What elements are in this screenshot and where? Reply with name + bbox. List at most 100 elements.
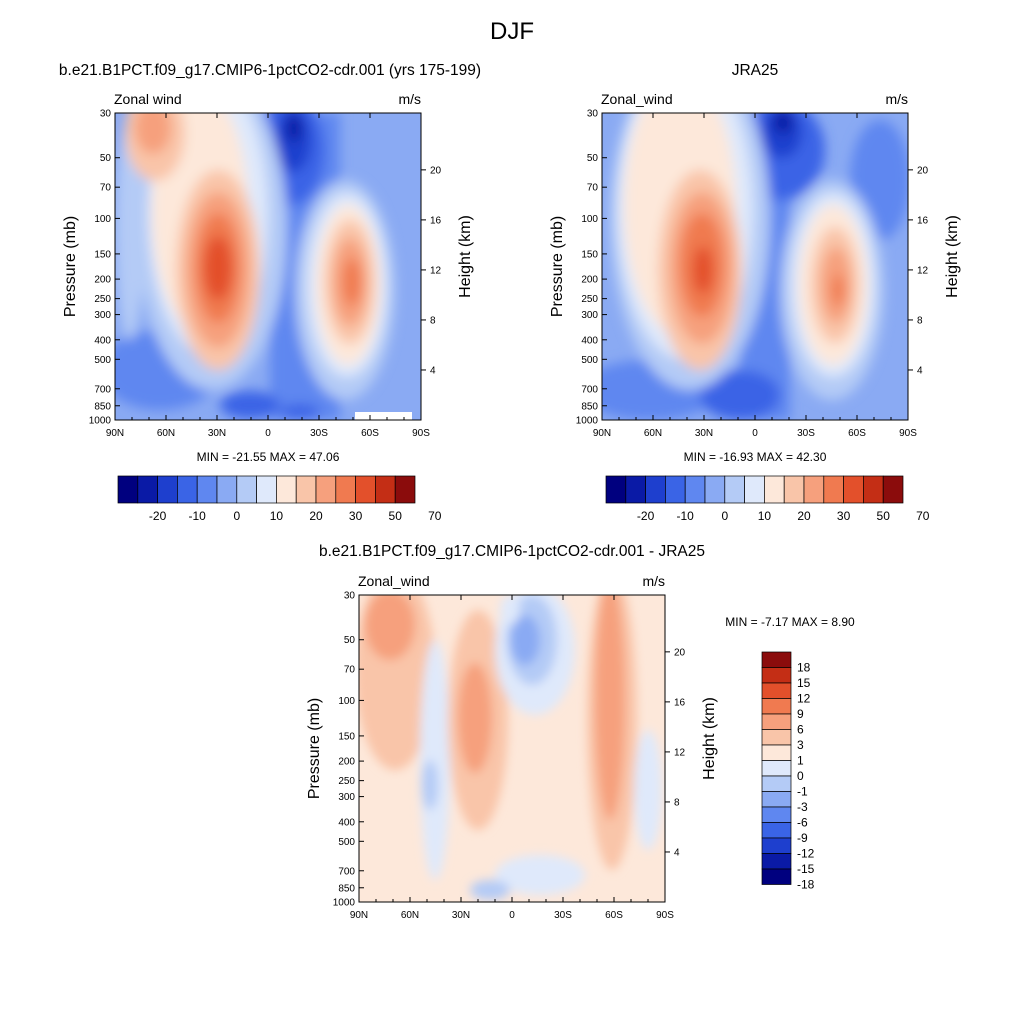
left-string: Zonal_wind — [358, 573, 430, 589]
colorbar-label: -10 — [189, 509, 207, 523]
colorbar-label: -20 — [637, 509, 655, 523]
colorbar-box — [882, 475, 904, 504]
stats-text: MIN = -21.55 MAX = 47.06 — [197, 450, 340, 464]
right-tick-label: 16 — [674, 697, 686, 708]
x-tick-label: 30S — [310, 428, 328, 439]
colorbar-label: 70 — [428, 509, 442, 523]
x-tick-label: 90N — [350, 910, 368, 921]
colorbar-label: -15 — [797, 862, 815, 876]
x-tick-label: 0 — [509, 910, 515, 921]
panel2-axes: 90N 60N 30N 0 30S 60S 90S 30 50 70 100 150 200 250 300… — [549, 91, 961, 464]
colorbar-label: -18 — [797, 878, 815, 892]
x-tick-label: 60S — [848, 428, 866, 439]
right-tick-label: 8 — [430, 315, 436, 326]
y-axis-title: Pressure (mb) — [62, 216, 79, 317]
y-tick-label: 500 — [94, 355, 111, 366]
left-string: Zonal_wind — [601, 91, 673, 107]
colorbar-box — [843, 475, 864, 504]
colorbar-label: 0 — [721, 509, 728, 523]
x-tick-label: 90S — [656, 910, 674, 921]
y-tick-label: 100 — [94, 214, 111, 225]
x-tick-label: 30S — [797, 428, 815, 439]
colorbar-box — [761, 744, 792, 761]
y-tick-label: 30 — [100, 109, 112, 120]
colorbar-box — [761, 791, 792, 808]
right-tick-label: 4 — [674, 847, 680, 858]
right-tick-label: 20 — [917, 165, 929, 176]
y-tick-label: 700 — [338, 866, 355, 877]
colorbar-horizontal-2: -20 -10 0 10 20 30 50 70 — [605, 475, 930, 523]
colorbar-box — [315, 475, 337, 504]
colorbar-box — [761, 853, 792, 870]
colorbar-box — [605, 475, 627, 504]
colorbar-label: -10 — [677, 509, 695, 523]
right-tick-label: 16 — [917, 215, 929, 226]
colorbar-label: 20 — [797, 509, 811, 523]
right-tick-label: 16 — [430, 215, 442, 226]
colorbar-label: -6 — [797, 816, 808, 830]
panel1-contour-field — [115, 113, 421, 420]
colorbar-box — [645, 475, 666, 504]
y-tick-label: 250 — [94, 294, 111, 305]
x-tick-label: 30N — [452, 910, 470, 921]
right-tick-label: 12 — [674, 747, 686, 758]
colorbar-box — [761, 760, 792, 777]
y-tick-label: 1000 — [576, 416, 599, 427]
x-tick-label: 30N — [695, 428, 713, 439]
right-tick-label: 12 — [917, 265, 929, 276]
y-tick-label: 300 — [581, 310, 598, 321]
colorbar-label: 10 — [758, 509, 772, 523]
y-tick-label: 250 — [338, 776, 355, 787]
right-axis-title: Height (km) — [944, 215, 961, 298]
colorbar-box — [744, 475, 765, 504]
x-tick-label: 30N — [208, 428, 226, 439]
colorbar-label: 1 — [797, 754, 804, 768]
colorbar-box — [764, 475, 785, 504]
colorbar-box — [625, 475, 646, 504]
left-string: Zonal wind — [114, 91, 182, 107]
colorbar-box — [216, 475, 238, 504]
panel3-contour-field — [359, 595, 665, 902]
right-tick-label: 4 — [917, 365, 923, 376]
colorbar-label: 15 — [797, 676, 811, 690]
colorbar-label: -9 — [797, 831, 808, 845]
colorbar-label: 3 — [797, 738, 804, 752]
y-tick-label: 1000 — [333, 898, 356, 909]
x-tick-label: 60N — [644, 428, 662, 439]
colorbar-label: 6 — [797, 723, 804, 737]
colorbar-box — [823, 475, 844, 504]
y-tick-label: 100 — [581, 214, 598, 225]
x-tick-label: 60S — [605, 910, 623, 921]
colorbar-box — [335, 475, 356, 504]
y-tick-label: 400 — [581, 335, 598, 346]
colorbars: -20 -10 0 10 20 30 50 70 -20 -10 0 10 20 30 50 70181512… — [117, 475, 930, 892]
x-tick-label: 90S — [899, 428, 917, 439]
colorbar-box — [761, 775, 792, 792]
y-tick-label: 100 — [338, 696, 355, 707]
colorbar-box — [761, 698, 792, 715]
colorbar-label: 12 — [797, 692, 811, 706]
y-axis-title: Pressure (mb) — [549, 216, 566, 317]
colorbar-box — [761, 651, 792, 668]
y-tick-label: 400 — [94, 335, 111, 346]
y-tick-label: 700 — [581, 384, 598, 395]
colorbar-box — [761, 713, 792, 730]
y-tick-label: 700 — [94, 384, 111, 395]
y-tick-label: 50 — [344, 635, 356, 646]
y-tick-label: 30 — [587, 109, 599, 120]
colorbar-box — [276, 475, 297, 504]
y-tick-label: 70 — [344, 665, 356, 676]
colorbar-box — [783, 475, 805, 504]
x-tick-label: 90N — [106, 428, 124, 439]
y-tick-label: 150 — [338, 731, 355, 742]
colorbar-label: 10 — [270, 509, 284, 523]
panel3-axes: 90N 60N 30N 0 30S 60S 90S305070100150200250300… — [306, 573, 855, 921]
colorbar-box — [236, 475, 257, 504]
right-axis-title: Height (km) — [701, 697, 718, 780]
colorbar-label: 9 — [797, 707, 804, 721]
y-tick-label: 150 — [94, 249, 111, 260]
x-tick-label: 30S — [554, 910, 572, 921]
colorbar-label: -12 — [797, 847, 815, 861]
